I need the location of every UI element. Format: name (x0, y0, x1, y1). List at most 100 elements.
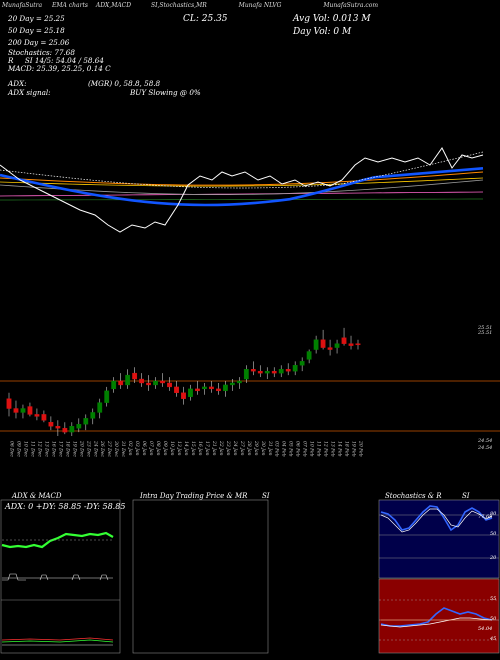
date-tick-label: 13 Feb (330, 441, 336, 457)
ma-blue-line (0, 166, 484, 207)
date-tick-label: 07 Jan (148, 441, 154, 456)
si-prefix: R (8, 56, 14, 65)
candle-body (292, 365, 298, 372)
candle-body (285, 369, 291, 372)
candle-body (132, 372, 138, 380)
intraday-panel-frame (132, 499, 269, 654)
chart-header: MunafaSutra EMA charts ADX,MACD SI,Stoch… (2, 2, 378, 9)
candle-body (139, 378, 145, 384)
candlestick-series (6, 327, 361, 437)
candle-body (195, 388, 200, 392)
si-level-50: 50 (490, 616, 497, 622)
stoch-slow-line (380, 508, 493, 533)
date-tick-label: 07 Feb (302, 441, 308, 457)
candle-body (257, 370, 263, 374)
level-top2-label: 25.51 (478, 330, 493, 336)
candle-body (306, 351, 312, 360)
date-tick-label: 20 Dec (78, 440, 84, 457)
candle-body (13, 408, 19, 413)
si-panel-frame (378, 578, 500, 654)
candle-body (236, 380, 242, 384)
stochastics-label: Stochastics: 77.68 (8, 48, 75, 57)
candle-body (6, 398, 12, 409)
date-tick-label: 06 Dec (9, 441, 15, 457)
mgr-label: (MGR) 0, 58.8, 58.8 (88, 79, 161, 88)
date-tick-label: 28 Jan (246, 440, 252, 456)
candle-body (299, 361, 305, 366)
date-tick-label: 19 Feb (351, 441, 357, 457)
si-level-45: 45 (490, 636, 497, 642)
adx-shape-line (2, 573, 109, 581)
candle-body (160, 380, 165, 384)
stoch-fast-line (380, 505, 493, 532)
main-price-chart: 06 Dec 09 Dec 10 Dec 11 Dec 12 Dec 13 Dec 16 D… (0, 147, 500, 457)
date-tick-label: 22 Jan (218, 440, 224, 456)
date-tick-label: 31 Jan (267, 441, 273, 456)
candle-body (222, 384, 228, 392)
candle-body (153, 380, 158, 386)
ma-orange-line (0, 171, 484, 186)
date-tick-label: 12 Feb (323, 441, 329, 457)
ma-yellow-line (0, 177, 484, 187)
date-tick-label: 13 Jan (176, 441, 182, 456)
stoch-si-label: SI (462, 492, 470, 500)
ma-grey-line (0, 179, 484, 196)
date-tick-label: 09 Jan (162, 441, 168, 456)
candle-body (27, 406, 33, 415)
ma-green-line (0, 198, 484, 201)
price-level-lines (0, 380, 500, 432)
candle-body (55, 426, 61, 429)
si-level-55: 55 (490, 596, 497, 602)
date-tick-label: 18 Dec (64, 441, 70, 457)
si-current-value: 54.04 (478, 626, 493, 632)
date-tick-label: 23 Jan (225, 440, 231, 456)
adx-signal-label: ADX signal: (8, 88, 51, 97)
date-tick-label: 29 Jan (253, 440, 259, 456)
date-tick-label: 14 Jan (183, 441, 189, 456)
intraday-panel-title: Intra Day Trading Price & MR (140, 492, 248, 500)
header-part-7: MunafaSutra.com (323, 2, 379, 9)
date-tick-label: 30 Dec (113, 441, 119, 457)
candle-body (188, 388, 193, 397)
si-main-line (380, 607, 493, 627)
header-part-6: Munafa NLVG (238, 2, 282, 9)
candle-body (83, 418, 89, 425)
candle-body (355, 343, 361, 346)
si-label: R SI 14/5: 54.04 / 58.64 (8, 56, 104, 65)
adx-label: ADX: (8, 79, 27, 88)
date-tick-label: 16 Jan (197, 441, 203, 456)
candle-body (348, 343, 354, 346)
candle-body (250, 369, 256, 372)
stoch-panel-frame (378, 499, 500, 579)
ma-200-label: 200 Day = 25.06 (8, 38, 70, 47)
date-tick-label: 06 Jan (141, 441, 147, 456)
candle-body (125, 374, 131, 386)
stoch-level-20: 20 (490, 555, 497, 561)
stoch-level-80: 80 (490, 511, 497, 517)
candle-body (229, 382, 235, 386)
candle-body (20, 408, 26, 413)
date-tick-label: 20 Feb (358, 440, 364, 457)
intraday-si-label: SI (262, 492, 270, 500)
adx-panel-title: ADX & MACD (12, 492, 62, 500)
si-signal-line (380, 617, 493, 628)
header-part-2: EMA (52, 2, 67, 9)
macd-label: MACD: 25.39, 25.25, 0.14 C (8, 64, 111, 73)
candle-body (209, 386, 214, 390)
candle-body (243, 369, 249, 380)
level-top-label: 25.51 (478, 325, 493, 331)
price-line (0, 147, 484, 233)
adx-plus-di-line (1, 531, 114, 549)
macd-green-line (1, 639, 114, 643)
level-bottom-label: 24.54 (478, 438, 493, 444)
candle-body (146, 382, 151, 386)
ma-50-label: 50 Day = 25.18 (8, 26, 65, 35)
header-part-5: SI,Stochastics,MR (151, 2, 207, 9)
ma-dotted-line (0, 151, 484, 189)
candle-body (174, 386, 179, 393)
candle-body (181, 392, 186, 399)
ma-20-label: 20 Day = 25.25 (8, 14, 65, 23)
date-tick-label: 11 Dec (29, 441, 35, 457)
date-tick-label: 14 Feb (337, 441, 343, 457)
ma-pink-line (0, 191, 484, 197)
